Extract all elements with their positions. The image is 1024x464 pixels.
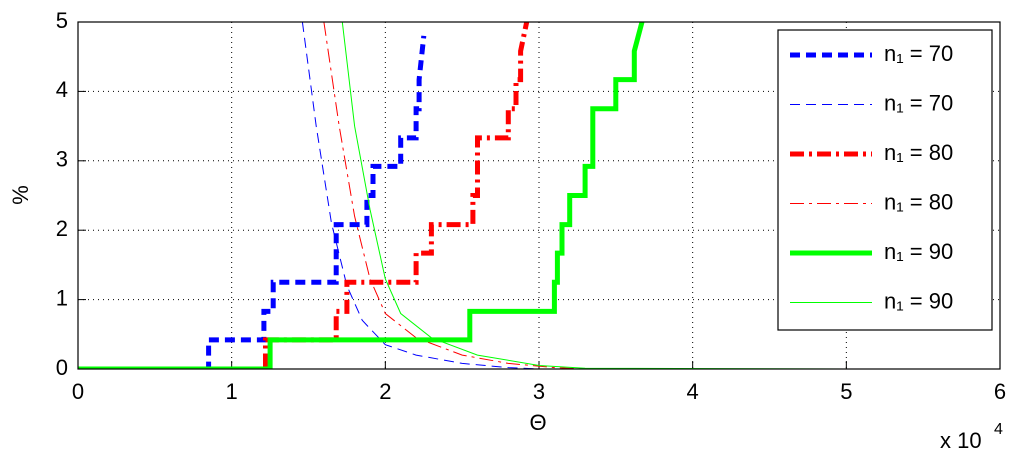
data-line: [78, 22, 530, 369]
y-tick-label: 4: [56, 77, 68, 102]
plot-lines: [78, 22, 847, 369]
x-tick-label: 5: [840, 379, 852, 404]
x-tick-label: 6: [994, 379, 1006, 404]
data-line: [323, 22, 586, 369]
y-tick-label: 0: [56, 355, 68, 380]
legend-label: n₁ = 90: [884, 288, 953, 313]
legend-label: n₁ = 70: [884, 90, 953, 115]
x-scale-label: x 10: [940, 428, 982, 453]
legend-label: n₁ = 80: [884, 189, 953, 214]
legend-label: n₁ = 70: [884, 41, 953, 66]
x-tick-label: 0: [72, 379, 84, 404]
legend-label: n₁ = 90: [884, 239, 953, 264]
x-tick-label: 2: [379, 379, 391, 404]
plot-frame: [77, 21, 1001, 370]
y-tick-label: 2: [56, 216, 68, 241]
y-axis-label: %: [8, 185, 33, 205]
data-line: [78, 35, 427, 369]
x-tick-label: 1: [226, 379, 238, 404]
data-line: [78, 22, 645, 369]
x-tick-label: 4: [687, 379, 699, 404]
y-tick-label: 5: [56, 8, 68, 33]
legend: n₁ = 70 n₁ = 70 n₁ = 80 n₁ = 80 n₁ = 90 n₁ = …: [777, 29, 993, 331]
x-axis-label: Θ: [529, 410, 546, 435]
y-tick-label: 3: [56, 147, 68, 172]
legend-box: [777, 29, 993, 331]
data-line: [341, 22, 847, 369]
y-tick-label: 1: [56, 285, 68, 310]
data-line: [301, 22, 540, 369]
x-tick-label: 3: [533, 379, 545, 404]
legend-label: n₁ = 80: [884, 140, 953, 165]
x-scale-exponent: 4: [994, 421, 1003, 438]
